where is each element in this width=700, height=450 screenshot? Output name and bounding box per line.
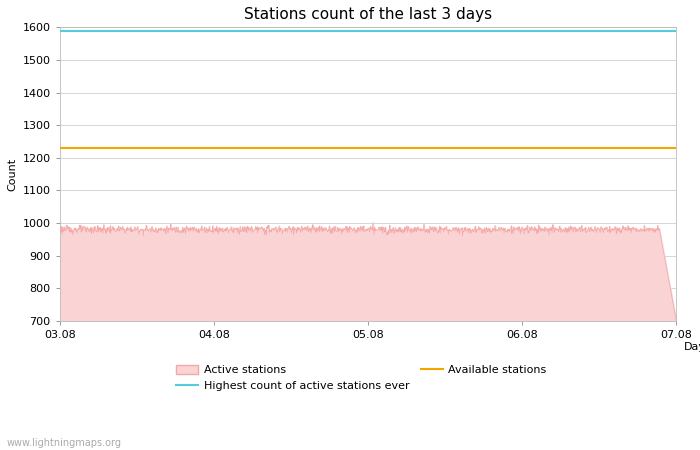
Title: Stations count of the last 3 days: Stations count of the last 3 days bbox=[244, 7, 492, 22]
X-axis label: Day: Day bbox=[684, 342, 700, 351]
Y-axis label: Count: Count bbox=[7, 158, 17, 191]
Text: www.lightningmaps.org: www.lightningmaps.org bbox=[7, 438, 122, 448]
Legend: Active stations, Highest count of active stations ever, Available stations: Active stations, Highest count of active… bbox=[176, 365, 547, 391]
